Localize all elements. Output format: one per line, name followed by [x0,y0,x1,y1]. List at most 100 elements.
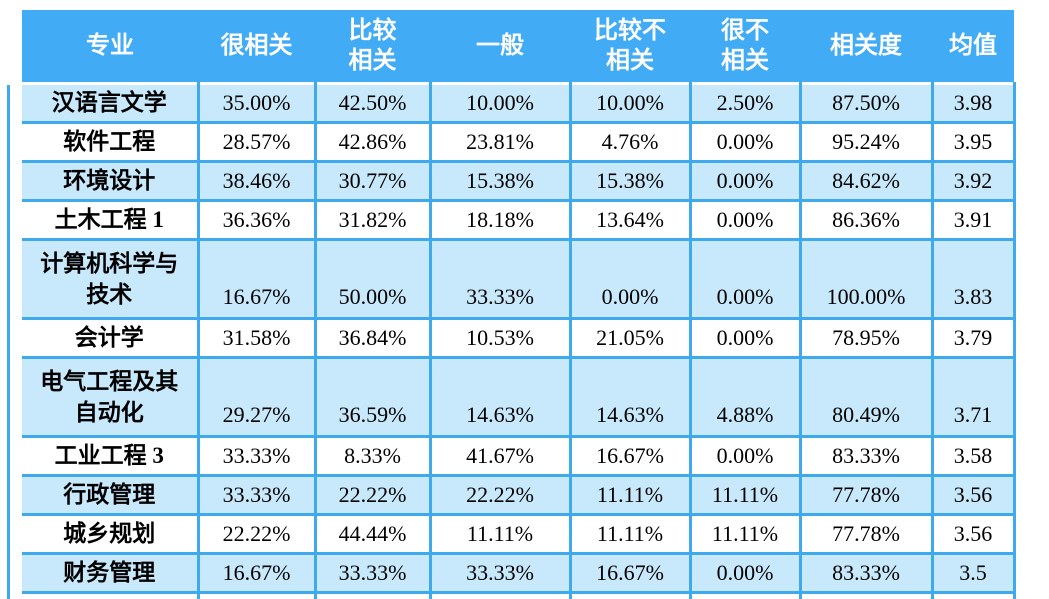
percentage-cell: 33.33% [196,435,317,477]
percentage-cell: 16.67% [196,552,317,594]
major-cell: 环境设计 [22,160,200,202]
percentage-cell: 0.00% [568,238,692,320]
percentage-cell: 21.05% [568,317,692,359]
mean-cell: 3.91 [930,199,1016,241]
mean-cell: 3.98 [930,82,1016,124]
table-row: 土木工程 1 36.36% 31.82% 18.18% 13.64% 0.00% 86.3… [22,199,1016,241]
column-header: 专业 [22,10,198,84]
mean-cell: 3.92 [930,160,1016,202]
table-row: 电气工程及其 自动化 29.27% 36.59% 14.63% 14.63% 4.88%… [22,356,1016,438]
relevance-cell: 77.78% [798,474,934,516]
mean-cell: 3.71 [930,356,1016,438]
table-row: 应用化学 0.00%50.00%50.00%0.00%0.00%100.00%3… [22,591,1016,599]
percentage-cell: 0.00% [196,591,317,599]
percentage-cell: 0.00% [688,317,802,359]
percentage-cell: 31.58% [196,317,317,359]
column-header: 一般 [430,10,570,84]
mean-cell: 3.5 [930,552,1016,594]
relevance-cell: 100.00% [798,591,934,599]
percentage-cell: 30.77% [313,160,432,202]
relevance-cell: 77.78% [798,513,934,555]
mean-cell: 3.79 [930,317,1016,359]
major-cell: 工业工程 3 [22,435,200,477]
column-header: 很相关 [198,10,315,84]
major-cell: 软件工程 [22,121,200,163]
percentage-cell: 2.50% [688,82,802,124]
table-left-border [7,85,10,599]
mean-cell: 3.58 [930,435,1016,477]
percentage-cell: 14.63% [428,356,572,438]
major-cell: 土木工程 1 [22,199,200,241]
relevance-cell: 80.49% [798,356,934,438]
percentage-cell: 15.38% [428,160,572,202]
percentage-cell: 0.00% [688,121,802,163]
percentage-cell: 11.11% [568,513,692,555]
percentage-cell: 23.81% [428,121,572,163]
column-header: 比较不 相关 [570,10,690,84]
percentage-cell: 14.63% [568,356,692,438]
percentage-cell: 28.57% [196,121,317,163]
percentage-cell: 15.38% [568,160,692,202]
percentage-cell: 50.00% [313,238,432,320]
percentage-cell: 22.22% [196,513,317,555]
percentage-cell: 16.67% [568,435,692,477]
relevance-cell: 86.36% [798,199,934,241]
percentage-cell: 33.33% [313,552,432,594]
percentage-cell: 29.27% [196,356,317,438]
percentage-cell: 44.44% [313,513,432,555]
percentage-cell: 0.00% [688,591,802,599]
percentage-cell: 0.00% [688,552,802,594]
percentage-cell: 4.88% [688,356,802,438]
percentage-cell: 11.11% [688,513,802,555]
table-row: 计算机科学与 技术 16.67% 50.00% 33.33% 0.00% 0.00% 10… [22,238,1016,320]
percentage-cell: 8.33% [313,435,432,477]
relevance-cell: 84.62% [798,160,934,202]
percentage-cell: 4.76% [568,121,692,163]
percentage-cell: 10.00% [428,82,572,124]
percentage-cell: 50.00% [428,591,572,599]
percentage-cell: 10.00% [568,82,692,124]
percentage-cell: 33.33% [428,552,572,594]
table-row: 会计学 31.58% 36.84% 10.53% 21.05% 0.00% 78.95% 3… [22,317,1016,359]
major-cell: 电气工程及其 自动化 [22,356,200,438]
mean-cell: 3.95 [930,121,1016,163]
table-row: 汉语言文学 35.00% 42.50% 10.00% 10.00% 2.50% 87.50… [22,82,1016,124]
relevance-cell: 83.33% [798,552,934,594]
percentage-cell: 50.00% [313,591,432,599]
percentage-cell: 42.86% [313,121,432,163]
percentage-cell: 13.64% [568,199,692,241]
major-cell: 城乡规划 [22,513,200,555]
percentage-cell: 36.84% [313,317,432,359]
percentage-cell: 16.67% [196,238,317,320]
major-relevance-table: 专业 很相关 比较 相关 一般 比较不 相关 很不 相关 相关度 均值 汉语言文学 35.00… [22,10,1016,599]
table-row: 城乡规划 22.22% 44.44% 11.11% 11.11% 11.11% 77.78… [22,513,1016,555]
major-cell: 计算机科学与 技术 [22,238,200,320]
table-row: 财务管理 16.67% 33.33% 33.33% 16.67% 0.00% 83.33%… [22,552,1016,594]
table-row: 环境设计 38.46% 30.77% 15.38% 15.38% 0.00% 84.62%… [22,160,1016,202]
column-header: 均值 [932,10,1014,84]
percentage-cell: 11.11% [688,474,802,516]
column-header: 相关度 [800,10,932,84]
major-cell: 汉语言文学 [22,82,200,124]
relevance-cell: 78.95% [798,317,934,359]
column-header: 比较 相关 [315,10,430,84]
table-row: 软件工程 28.57% 42.86% 23.81% 4.76% 0.00% 95.24% 3… [22,121,1016,163]
percentage-cell: 22.22% [428,474,572,516]
mean-cell: 3.56 [930,474,1016,516]
relevance-cell: 95.24% [798,121,934,163]
percentage-cell: 33.33% [196,474,317,516]
relevance-cell: 100.00% [798,238,934,320]
percentage-cell: 41.67% [428,435,572,477]
percentage-cell: 33.33% [428,238,572,320]
percentage-cell: 35.00% [196,82,317,124]
percentage-cell: 38.46% [196,160,317,202]
mean-cell: 3.56 [930,513,1016,555]
percentage-cell: 0.00% [688,160,802,202]
relevance-cell: 83.33% [798,435,934,477]
mean-cell: 3.83 [930,238,1016,320]
mean-cell: 3.5 [930,591,1016,599]
percentage-cell: 10.53% [428,317,572,359]
major-cell: 会计学 [22,317,200,359]
percentage-cell: 0.00% [688,435,802,477]
